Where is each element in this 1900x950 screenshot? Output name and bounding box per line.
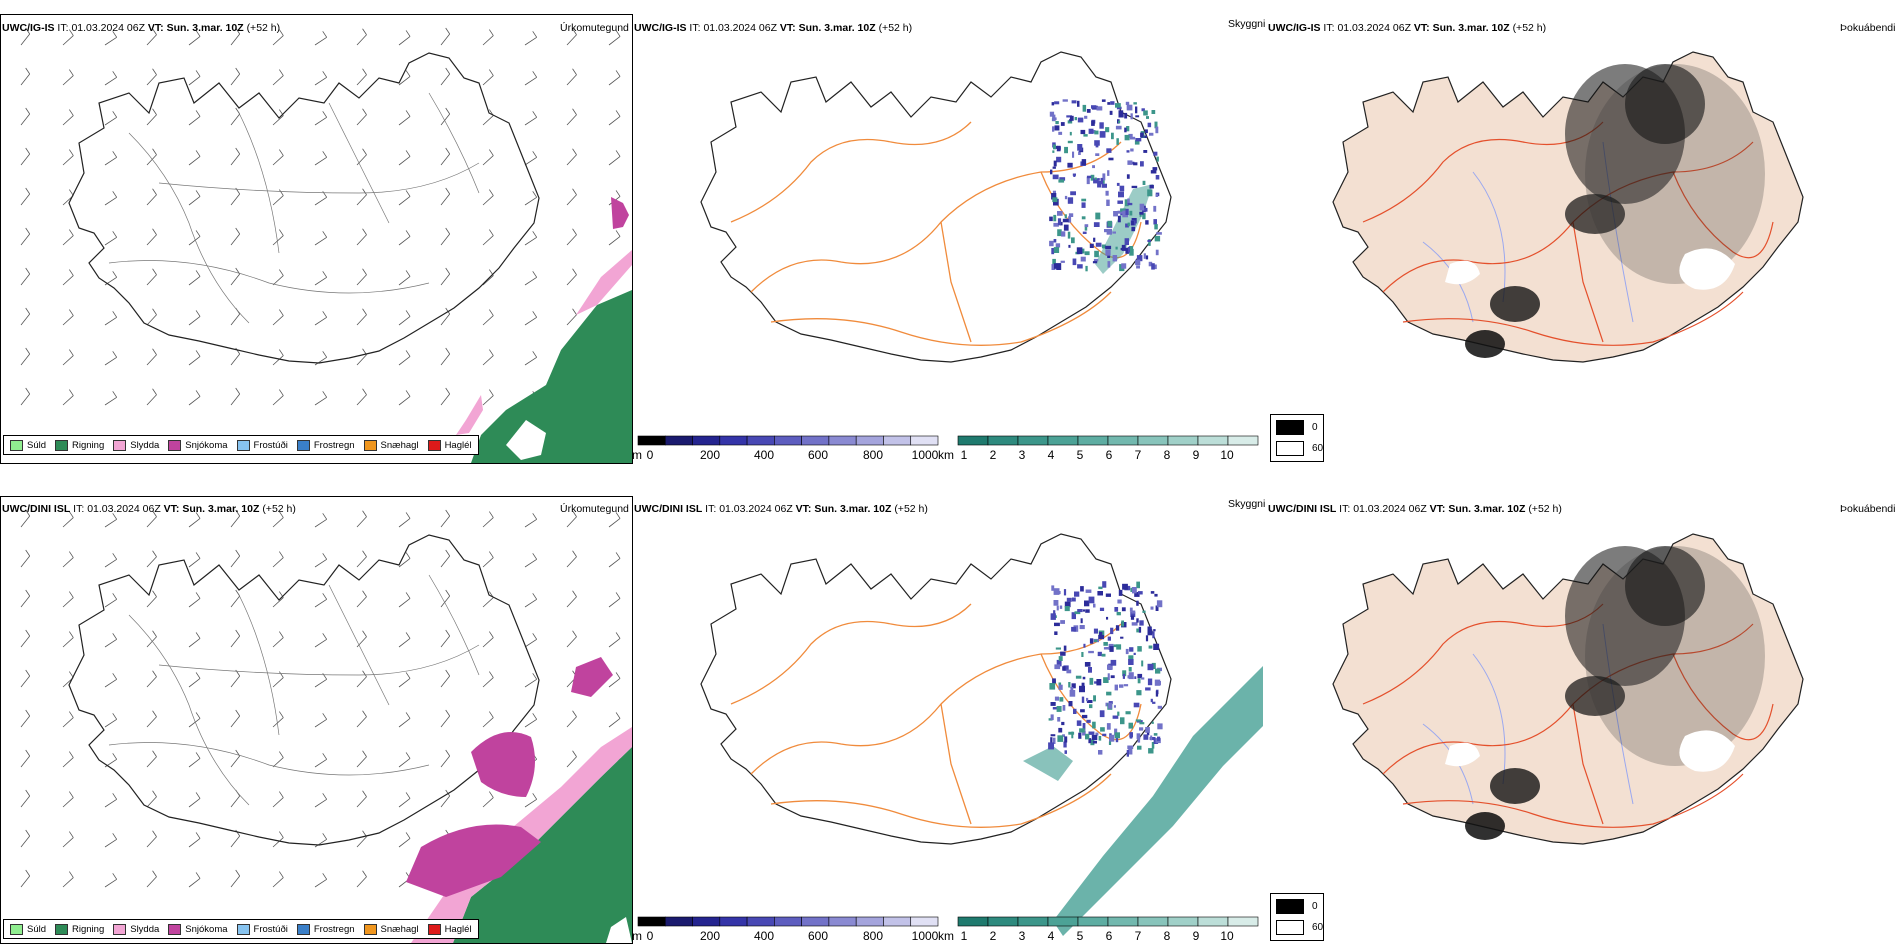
precip-type-map-2 (20, 509, 632, 943)
fog-blobs-1 (1465, 64, 1765, 358)
swatch-sleet (113, 439, 127, 451)
legend-item-sleet: Slydda (113, 439, 159, 451)
cloud-panel-1 (633, 14, 1263, 462)
fog-map-1 (1332, 51, 1804, 363)
snow-area-2a (571, 657, 613, 697)
precip-type-panel-2: Súld Rigning Slydda Snjókoma Frostúði Fr… (0, 496, 633, 944)
sleet-area-1b (456, 395, 483, 435)
legend-item-freezing-rain: Frostregn (296, 439, 355, 451)
title-cloud-2: Skyggni (1228, 498, 1266, 510)
low-vis-area-1 (1095, 184, 1153, 274)
cloud-map-1 (700, 51, 1172, 363)
header-cloud-1: UWC/IG-IS IT: 01.03.2024 06Z VT: Sun. 3.… (634, 22, 913, 34)
terrain-contours-1 (108, 92, 480, 324)
terrain-contours-2 (108, 574, 480, 806)
roads-1 (730, 121, 1142, 346)
swatch-freezing-drizzle (236, 439, 250, 451)
precip-type-panel-1: Súld Rigning Slydda Snjókoma Frostúði Fr… (0, 14, 633, 464)
glacier-1 (1679, 248, 1735, 290)
legend-item-rain: Rigning (55, 439, 104, 451)
header-fog-2: UWC/DINI ISL IT: 01.03.2024 06Z VT: Sun.… (1268, 503, 1562, 515)
sleet-area-1a (576, 250, 632, 315)
dry-gap-1 (506, 420, 546, 460)
cloud-map-2 (700, 533, 1263, 936)
legend-item-freezing-drizzle: Frostúði (236, 439, 288, 451)
swatch-freezing-rain (296, 439, 310, 451)
vt-value: Sun. 3.mar. 10Z (166, 22, 244, 34)
header-cloud-2: UWC/DINI ISL IT: 01.03.2024 06Z VT: Sun.… (634, 503, 928, 515)
colorbars-1 (637, 435, 1259, 446)
row-2: Súld Rigning Slydda Snjókoma Frostúði Fr… (0, 478, 1900, 950)
it-label: IT: (57, 22, 69, 34)
fog-panel-2 (1265, 496, 1900, 942)
wind-barbs-1 (20, 27, 621, 406)
lead-time: (+52 h) (246, 22, 281, 34)
rain-area-2 (453, 747, 632, 943)
low-cloud-speckle-1 (1049, 99, 1162, 272)
fog-legend-1: 0 60 (1270, 414, 1324, 462)
swatch-drizzle (10, 439, 23, 451)
fog-legend-2: 0 60 (1270, 893, 1324, 941)
fog-panel-1 (1265, 14, 1900, 462)
legend-item-hail: Haglél (427, 439, 472, 451)
precip-legend-2: Súld Rigning Slydda Snjókoma Frostúði Fr… (3, 919, 479, 939)
header-fog-1: UWC/IG-IS IT: 01.03.2024 06Z VT: Sun. 3.… (1268, 22, 1547, 34)
colorbars-2 (637, 916, 1259, 927)
title-precip-type-1: Úrkomutegund (560, 22, 629, 34)
fog-map-2 (1332, 533, 1804, 845)
swatch-snow-pellets (363, 439, 377, 451)
cbar-m-labels-2: m 0 200 400 600 800 1000 (632, 929, 939, 943)
row-1: Súld Rigning Slydda Snjókoma Frostúði Fr… (0, 14, 1900, 464)
wind-barbs-2 (20, 509, 621, 888)
title-fog-1: Þokuábendi (1840, 22, 1896, 34)
low-vis-area-2 (1053, 666, 1263, 936)
rain-area-1 (471, 265, 632, 463)
fog-blobs-2 (1465, 546, 1765, 840)
cbar-km-labels-2: km 1 2 3 4 5 6 7 8 9 10 (938, 929, 1234, 943)
vt-label: VT: (147, 22, 164, 34)
snow-area-1a (611, 197, 629, 229)
header-precip-2: UWC/DINI ISL IT: 01.03.2024 06Z VT: Sun.… (2, 503, 296, 515)
snow-area-2c (406, 824, 541, 897)
swatch-snow (168, 439, 182, 451)
it-value: 01.03.2024 06Z (71, 22, 145, 34)
legend-item-snow-pellets: Snæhagl (363, 439, 419, 451)
snow-area-2b (471, 732, 535, 797)
low-cloud-speckle-2 (1048, 581, 1163, 757)
title-precip-type-2: Úrkomutegund (560, 503, 629, 515)
swatch-hail (427, 439, 441, 451)
legend-item-drizzle: Súld (10, 439, 46, 451)
model-name: UWC/IG-IS (2, 22, 55, 34)
precip-legend-1: Súld Rigning Slydda Snjókoma Frostúði Fr… (3, 435, 479, 455)
title-cloud-1: Skyggni (1228, 18, 1266, 30)
swatch-rain (55, 439, 69, 451)
precip-type-map-1 (20, 27, 632, 463)
cbar-m-labels-1: m 0 200 400 600 800 1000 (632, 448, 939, 462)
cloud-panel-2 (633, 496, 1263, 942)
title-fog-2: Þokuábendi (1840, 503, 1896, 515)
cbar-km-labels-1: km 1 2 3 4 5 6 7 8 9 10 (938, 448, 1234, 462)
header-precip-1: UWC/IG-IS IT: 01.03.2024 06Z VT: Sun. 3.… (2, 22, 280, 34)
legend-item-snow: Snjókoma (168, 439, 228, 451)
